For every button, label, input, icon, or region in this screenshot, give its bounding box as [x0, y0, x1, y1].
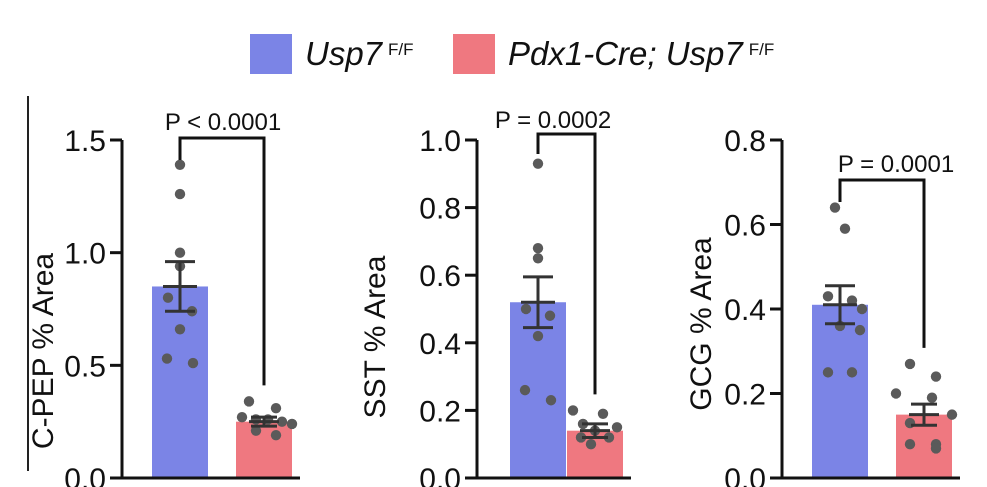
data-point-knockout — [890, 388, 902, 399]
y-tick-label: 0.8 — [419, 193, 461, 226]
legend-label-control-text: Usp7 — [305, 35, 383, 72]
data-point-knockout — [904, 358, 916, 370]
data-point-knockout — [597, 408, 609, 419]
data-point-control — [174, 159, 186, 170]
legend-label-control-superscript: F/F — [388, 40, 414, 59]
data-point-control — [829, 202, 841, 213]
data-point-control — [822, 367, 834, 378]
y-tick-label: 0.6 — [724, 210, 766, 243]
data-point-knockout — [904, 417, 916, 429]
data-point-control — [187, 357, 199, 369]
data-point-knockout — [286, 418, 298, 430]
y-tick-label: 0.6 — [419, 260, 461, 293]
legend: Usp7 F/F Pdx1-Cre; Usp7 F/F — [0, 28, 987, 78]
data-point-knockout — [611, 422, 623, 433]
data-point-control — [162, 292, 174, 303]
data-point-control — [545, 395, 557, 406]
y-tick-label: 0.0 — [419, 463, 461, 487]
p-value-label: P < 0.0001 — [165, 109, 281, 136]
y-tick-label: 0.2 — [419, 395, 461, 428]
data-point-control — [544, 310, 556, 321]
legend-swatch-control — [250, 34, 292, 74]
data-point-knockout — [946, 409, 958, 420]
y-tick-label: 0.4 — [724, 294, 766, 327]
p-value-label: P = 0.0002 — [495, 107, 611, 134]
data-point-control — [854, 324, 866, 336]
data-point-control — [822, 291, 834, 302]
data-point-control — [532, 242, 544, 254]
data-point-knockout — [930, 371, 942, 382]
data-point-control — [519, 384, 531, 396]
y-tick-label: 1.5 — [64, 125, 106, 158]
p-value-label: P = 0.0001 — [838, 151, 954, 178]
data-point-control — [846, 295, 858, 306]
y-tick-label: 0.0 — [724, 463, 766, 487]
y-tick-label: 1.0 — [64, 238, 106, 271]
data-point-control — [174, 247, 186, 258]
data-point-control — [174, 324, 186, 335]
data-point-knockout — [926, 392, 938, 403]
y-axis-label: GCG % Area — [685, 237, 718, 411]
data-point-knockout — [904, 439, 916, 450]
data-point-knockout — [603, 432, 615, 443]
data-point-control — [532, 253, 544, 264]
legend-label-knockout-superscript: F/F — [748, 40, 775, 59]
data-point-knockout — [270, 402, 282, 414]
data-point-control — [174, 188, 186, 200]
bar-control — [152, 286, 208, 478]
legend-label-control: Usp7 F/F — [305, 36, 414, 72]
bar-knockout — [236, 421, 292, 478]
y-axis-label: C-PEP % Area — [27, 253, 60, 450]
data-point-knockout — [270, 429, 282, 441]
data-point-knockout — [567, 405, 579, 416]
y-tick-label: 0.5 — [64, 350, 106, 383]
data-point-control — [532, 330, 544, 342]
data-point-control — [856, 303, 868, 315]
y-tick-label: 1.0 — [419, 125, 461, 158]
legend-label-knockout: Pdx1-Cre; Usp7 F/F — [508, 36, 774, 72]
y-tick-label: 0.2 — [724, 379, 766, 412]
data-point-knockout — [930, 443, 942, 454]
data-point-control — [839, 223, 851, 234]
data-point-knockout — [575, 432, 587, 443]
y-tick-label: 0.8 — [724, 125, 766, 158]
legend-label-knockout-text: Pdx1-Cre; Usp7 — [508, 35, 743, 72]
panel-border-line — [27, 96, 29, 471]
data-point-knockout — [585, 439, 597, 450]
data-point-knockout — [250, 425, 262, 436]
data-point-control — [846, 367, 858, 378]
legend-swatch-knockout — [453, 34, 495, 74]
data-point-control — [532, 158, 544, 169]
data-point-knockout — [243, 396, 255, 407]
y-tick-label: 0.4 — [419, 328, 461, 361]
data-point-knockout — [276, 416, 288, 427]
y-axis-label: SST % Area — [359, 255, 392, 418]
y-tick-label: 0.0 — [64, 463, 106, 487]
data-point-control — [520, 303, 532, 315]
data-point-knockout — [236, 411, 248, 423]
data-point-control — [161, 353, 173, 364]
